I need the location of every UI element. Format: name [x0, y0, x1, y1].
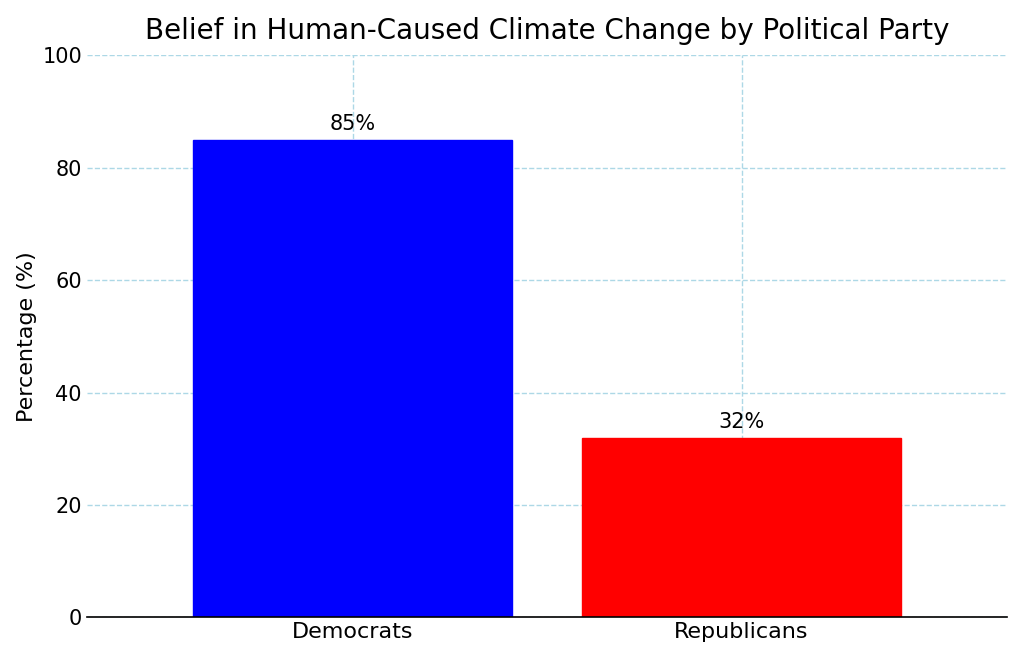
Bar — [194, 140, 512, 617]
Y-axis label: Percentage (%): Percentage (%) — [16, 251, 37, 422]
Title: Belief in Human-Caused Climate Change by Political Party: Belief in Human-Caused Climate Change by… — [144, 16, 949, 45]
Bar — [582, 438, 901, 617]
Text: 85%: 85% — [330, 114, 376, 134]
Text: 32%: 32% — [719, 412, 765, 432]
